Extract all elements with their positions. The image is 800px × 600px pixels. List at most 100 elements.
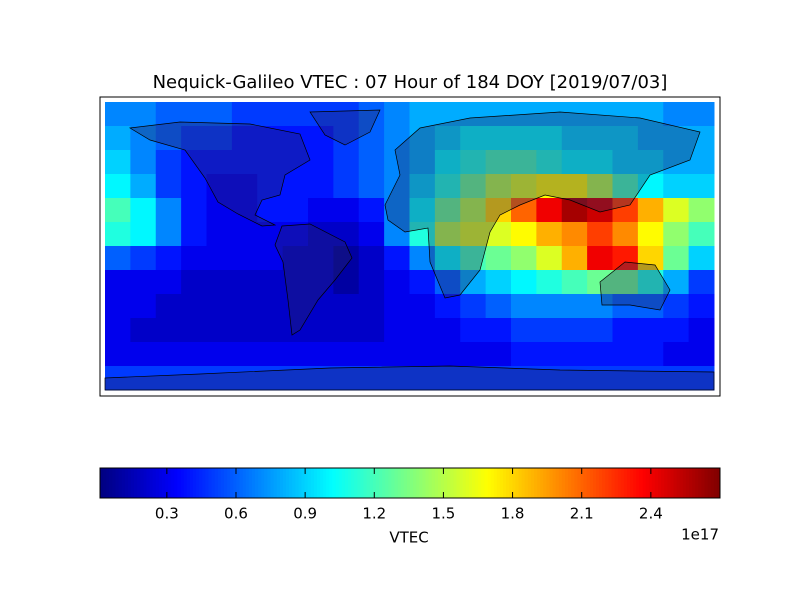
heat-cell <box>511 174 537 199</box>
heat-cell <box>384 102 410 127</box>
heat-cell <box>688 246 715 271</box>
colorbar-tick-label: 1.2 <box>362 505 386 523</box>
heat-cell <box>358 270 385 295</box>
colorbar-swatch <box>617 468 622 498</box>
colorbar-swatch <box>568 468 572 498</box>
colorbar-swatch <box>180 468 185 498</box>
colorbar-swatch <box>261 468 265 498</box>
colorbar-swatch <box>304 468 309 498</box>
colorbar-swatch <box>707 468 712 498</box>
colorbar-swatch <box>441 468 445 498</box>
colorbar-swatch <box>552 468 557 498</box>
heat-cell <box>688 102 715 127</box>
colorbar-swatch <box>478 468 482 498</box>
colorbar-swatch <box>636 468 640 498</box>
heat-cell <box>358 318 385 343</box>
heat-cell <box>257 294 284 319</box>
colorbar-swatch <box>112 468 116 498</box>
heat-cell <box>384 342 410 367</box>
heat-cell <box>231 318 258 343</box>
heat-cell <box>612 174 639 199</box>
colorbar-swatch <box>459 468 464 498</box>
heat-cell <box>181 222 207 247</box>
heat-cell <box>130 102 157 127</box>
heat-cell <box>485 246 512 271</box>
heat-cell <box>612 126 639 151</box>
heat-cell <box>308 294 334 319</box>
heat-cell <box>637 246 664 271</box>
colorbar-swatch <box>543 468 547 498</box>
colorbar-swatch <box>165 468 169 498</box>
colorbar-swatch <box>279 468 284 498</box>
colorbar-swatch <box>208 468 213 498</box>
colorbar-swatch <box>574 468 578 498</box>
heat-cell <box>105 270 131 295</box>
colorbar-swatch <box>220 468 225 498</box>
colorbar-swatch <box>360 468 364 498</box>
colorbar-swatch <box>546 468 550 498</box>
heat-cell <box>511 150 537 175</box>
colorbar-swatch <box>140 468 144 498</box>
heat-cell <box>561 342 588 367</box>
heat-cell <box>206 102 233 127</box>
heat-cell <box>155 198 182 223</box>
heat-cell <box>460 318 487 343</box>
heat-cell <box>409 150 436 175</box>
colorbar-swatch <box>537 468 541 498</box>
heat-cell <box>231 150 258 175</box>
heat-cell <box>663 174 690 199</box>
colorbar-swatch <box>685 468 690 498</box>
heat-cell <box>333 294 360 319</box>
heat-cell <box>181 246 207 271</box>
heat-cell <box>485 222 512 247</box>
heat-cell <box>130 174 157 199</box>
heat-cell <box>663 294 690 319</box>
heat-cell <box>358 126 385 151</box>
heat-cell <box>206 270 233 295</box>
heat-cell <box>155 318 182 343</box>
heat-cell <box>409 102 436 127</box>
colorbar-swatch <box>149 468 154 498</box>
heat-cell <box>206 246 233 271</box>
colorbar-swatch <box>202 468 206 498</box>
heat-cell <box>612 198 639 223</box>
colorbar-swatch <box>273 468 278 498</box>
heat-cell <box>358 150 385 175</box>
heat-cell <box>358 102 385 127</box>
colorbar-swatch <box>103 468 107 498</box>
heat-cell <box>663 318 690 343</box>
heat-cell <box>434 366 461 391</box>
heat-cell <box>105 198 131 223</box>
heat-cell <box>308 126 334 151</box>
heat-cell <box>105 342 131 367</box>
heat-cell <box>257 246 284 271</box>
colorbar-swatch <box>152 468 157 498</box>
heat-cell <box>663 102 690 127</box>
colorbar-swatch <box>351 468 355 498</box>
heat-cell <box>637 294 664 319</box>
heat-cell <box>206 342 233 367</box>
heat-cell <box>637 198 664 223</box>
colorbar-swatch <box>106 468 110 498</box>
colorbar-swatch <box>174 468 178 498</box>
colorbar-swatch <box>571 468 575 498</box>
colorbar-swatch <box>475 468 479 498</box>
colorbar-swatch <box>425 468 430 498</box>
heat-cell <box>536 318 563 343</box>
colorbar <box>100 468 721 498</box>
colorbar-swatch <box>484 468 488 498</box>
heat-cell <box>130 366 157 391</box>
colorbar-swatch <box>586 468 591 498</box>
colorbar-swatch <box>465 468 470 498</box>
colorbar-swatch <box>549 468 554 498</box>
colorbar-swatch <box>534 468 538 498</box>
heat-cell <box>333 198 360 223</box>
colorbar-swatch <box>168 468 172 498</box>
colorbar-swatch <box>577 468 581 498</box>
colorbar-swatch <box>490 468 495 498</box>
colorbar-swatch <box>196 468 200 498</box>
colorbar-swatch <box>143 468 147 498</box>
colorbar-swatch <box>298 468 302 498</box>
colorbar-swatch <box>444 468 448 498</box>
colorbar-swatch <box>434 468 439 498</box>
